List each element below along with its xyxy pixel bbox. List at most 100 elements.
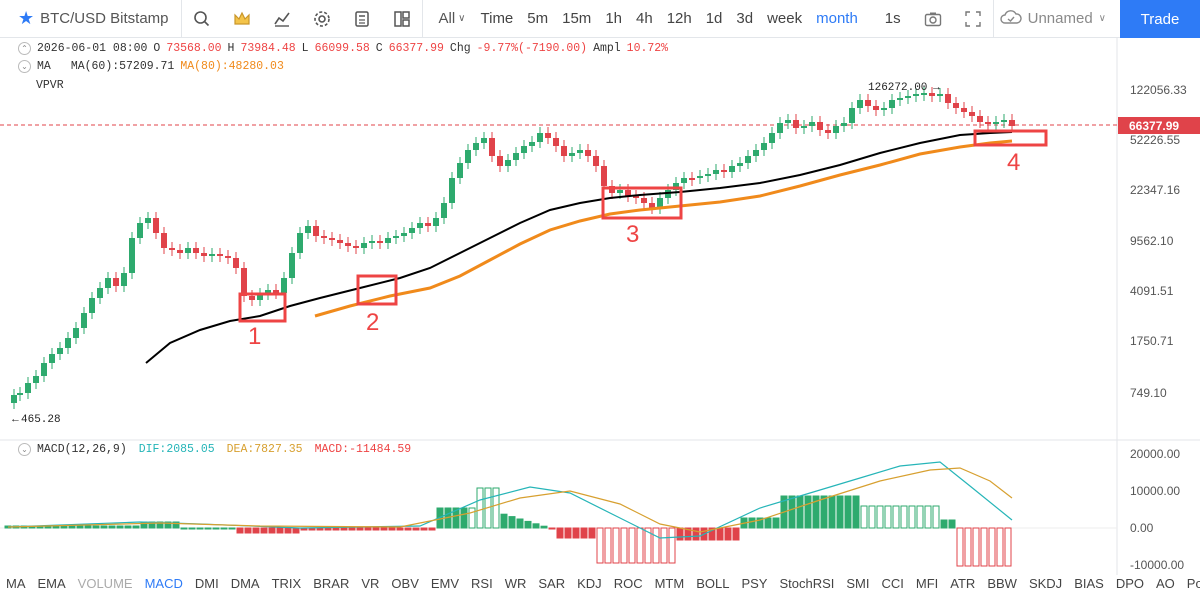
candle-body — [857, 100, 863, 108]
indicator-tab-dma[interactable]: DMA — [230, 575, 260, 591]
candle-body — [665, 190, 671, 198]
indicators-icon[interactable] — [262, 0, 302, 38]
macd-bar — [956, 527, 964, 567]
save-layout-dropdown[interactable]: Unnamed ∨ — [994, 0, 1120, 38]
interval-15m[interactable]: 15m — [562, 10, 592, 27]
replay-1s-button[interactable]: 1s — [884, 10, 901, 27]
arrow-left-icon: ← — [10, 413, 21, 425]
interval-1h[interactable]: 1h — [605, 10, 622, 27]
indicator-tab-volume[interactable]: VOLUME — [77, 575, 133, 591]
collapse-chevron-icon[interactable]: ⌃ — [18, 42, 31, 55]
macd-bar — [860, 505, 868, 529]
candle-body — [513, 153, 519, 160]
candle-body — [689, 178, 695, 180]
candle-body — [265, 290, 271, 294]
candle-body — [601, 166, 607, 186]
crown-icon[interactable] — [222, 0, 262, 38]
indicator-tab-wr[interactable]: WR — [504, 575, 527, 591]
macd-bar — [916, 505, 924, 529]
camera-icon[interactable] — [913, 0, 953, 38]
macd-bar — [196, 527, 204, 530]
price-tick-label: 52226.55 — [1130, 133, 1180, 147]
indicator-tab-brar[interactable]: BRAR — [313, 575, 350, 591]
indicator-tab-mfi[interactable]: MFI — [915, 575, 939, 591]
candle-body — [49, 354, 55, 363]
candle-body — [65, 338, 71, 348]
trade-button[interactable]: Trade — [1120, 0, 1200, 38]
fullscreen-icon[interactable] — [953, 0, 993, 38]
indicator-tab-macd[interactable]: MACD — [144, 575, 183, 591]
interval-time[interactable]: Time — [480, 10, 514, 27]
interval-4h[interactable]: 4h — [636, 10, 653, 27]
indicator-tab-bbw[interactable]: BBW — [987, 575, 1017, 591]
candle-body — [449, 178, 455, 203]
interval-12h[interactable]: 12h — [666, 10, 692, 27]
collapse-chevron-icon[interactable]: ⌄ — [18, 443, 31, 456]
interval-5m[interactable]: 5m — [527, 10, 549, 27]
candle-body — [425, 223, 431, 226]
candle-body — [529, 142, 535, 146]
macd-bar — [756, 517, 764, 529]
indicator-tab-vr[interactable]: VR — [361, 575, 380, 591]
interval-week[interactable]: week — [767, 10, 803, 27]
macd-bar — [940, 519, 948, 529]
macd-tick-label: -10000.00 — [1130, 558, 1184, 572]
macd-bar — [884, 505, 892, 529]
indicator-tab-mtm[interactable]: MTM — [654, 575, 685, 591]
indicator-tab-ema[interactable]: EMA — [37, 575, 66, 591]
candle-body — [969, 112, 975, 116]
indicator-tab-smi[interactable]: SMI — [846, 575, 870, 591]
chart-canvas[interactable]: 122056.33 52226.55 22347.16 9562.10 4091… — [0, 38, 1200, 575]
interval-3d[interactable]: 3d — [736, 10, 754, 27]
macd-bar — [868, 505, 876, 529]
interval-1d[interactable]: 1d — [705, 10, 723, 27]
calculator-icon[interactable] — [342, 0, 382, 38]
macd-bar — [372, 527, 380, 531]
indicator-tab-roc[interactable]: ROC — [613, 575, 643, 591]
candle-body — [889, 100, 895, 108]
candle-body — [569, 153, 575, 156]
candle-body — [417, 223, 423, 228]
indicator-tab-boll[interactable]: BOLL — [696, 575, 730, 591]
indicator-tab-psy[interactable]: PSY — [741, 575, 768, 591]
candle-body — [465, 150, 471, 163]
indicator-tab-skdj[interactable]: SKDJ — [1028, 575, 1063, 591]
interval-month[interactable]: month — [816, 10, 858, 27]
indicator-tab-ao[interactable]: AO — [1155, 575, 1175, 591]
collapse-chevron-icon[interactable]: ⌄ — [18, 60, 31, 73]
indicator-tab-position[interactable]: Position — [1186, 575, 1200, 591]
indicator-tab-ma[interactable]: MA — [6, 575, 26, 591]
macd-bar — [676, 527, 684, 541]
indicator-tab-obv[interactable]: OBV — [391, 575, 419, 591]
symbol-selector[interactable]: ★ BTC/USD Bitstamp — [0, 0, 181, 38]
indicator-tab-dpo[interactable]: DPO — [1115, 575, 1144, 591]
annotation-box-3 — [601, 186, 683, 220]
indicator-tab-atr[interactable]: ATR — [950, 575, 976, 591]
candle-body — [321, 236, 327, 238]
indicator-tab-stochrsi[interactable]: StochRSI — [779, 575, 835, 591]
macd-bar — [772, 517, 780, 529]
indicator-tab-emv[interactable]: EMV — [430, 575, 460, 591]
search-icon[interactable] — [182, 0, 222, 38]
range-all-dropdown[interactable]: All ∨ — [423, 0, 474, 38]
settings-gear-icon[interactable] — [302, 0, 342, 38]
annotation-number-1: 1 — [248, 323, 261, 350]
candle-body — [521, 146, 527, 153]
macd-dif-line — [7, 461, 1013, 539]
candle-body — [961, 108, 967, 112]
indicator-tab-dmi[interactable]: DMI — [194, 575, 219, 591]
indicator-tab-sar[interactable]: SAR — [538, 575, 566, 591]
macd-bar — [876, 505, 884, 529]
indicator-tab-trix[interactable]: TRIX — [271, 575, 302, 591]
indicator-tab-bias[interactable]: BIAS — [1074, 575, 1104, 591]
indicator-tab-kdj[interactable]: KDJ — [577, 575, 602, 591]
indicator-tab-cci[interactable]: CCI — [881, 575, 904, 591]
layout-icon[interactable] — [382, 0, 422, 38]
macd-bar — [988, 527, 996, 567]
candle-body — [201, 253, 207, 256]
macd-bar — [356, 527, 364, 531]
indicator-tab-rsi[interactable]: RSI — [471, 575, 493, 591]
macd-bar — [620, 527, 628, 564]
favorite-star-icon[interactable]: ★ — [18, 8, 35, 28]
toolbar-divider — [180, 0, 182, 38]
